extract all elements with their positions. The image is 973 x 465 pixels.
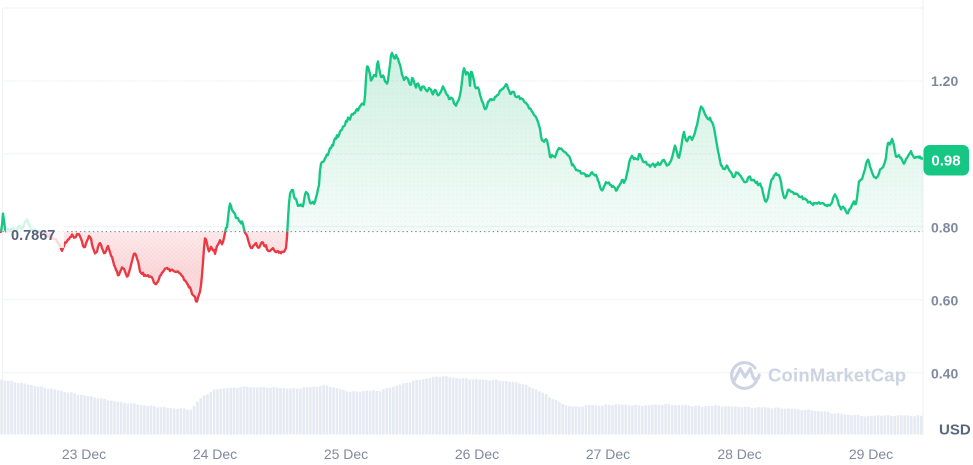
svg-text:26 Dec: 26 Dec [455, 446, 499, 462]
svg-text:28 Dec: 28 Dec [717, 446, 761, 462]
svg-text:0.60: 0.60 [931, 293, 958, 309]
svg-text:0.40: 0.40 [931, 366, 958, 382]
svg-text:USD: USD [939, 422, 971, 439]
svg-text:CoinMarketCap: CoinMarketCap [768, 365, 906, 386]
svg-text:25 Dec: 25 Dec [324, 446, 368, 462]
svg-text:0.7867: 0.7867 [11, 228, 55, 244]
svg-text:0.80: 0.80 [931, 220, 958, 236]
svg-text:24 Dec: 24 Dec [193, 446, 237, 462]
svg-text:27 Dec: 27 Dec [586, 446, 630, 462]
svg-text:0.98: 0.98 [931, 153, 960, 170]
svg-text:29 Dec: 29 Dec [849, 446, 893, 462]
svg-text:23 Dec: 23 Dec [62, 446, 106, 462]
svg-text:1.20: 1.20 [931, 73, 958, 89]
